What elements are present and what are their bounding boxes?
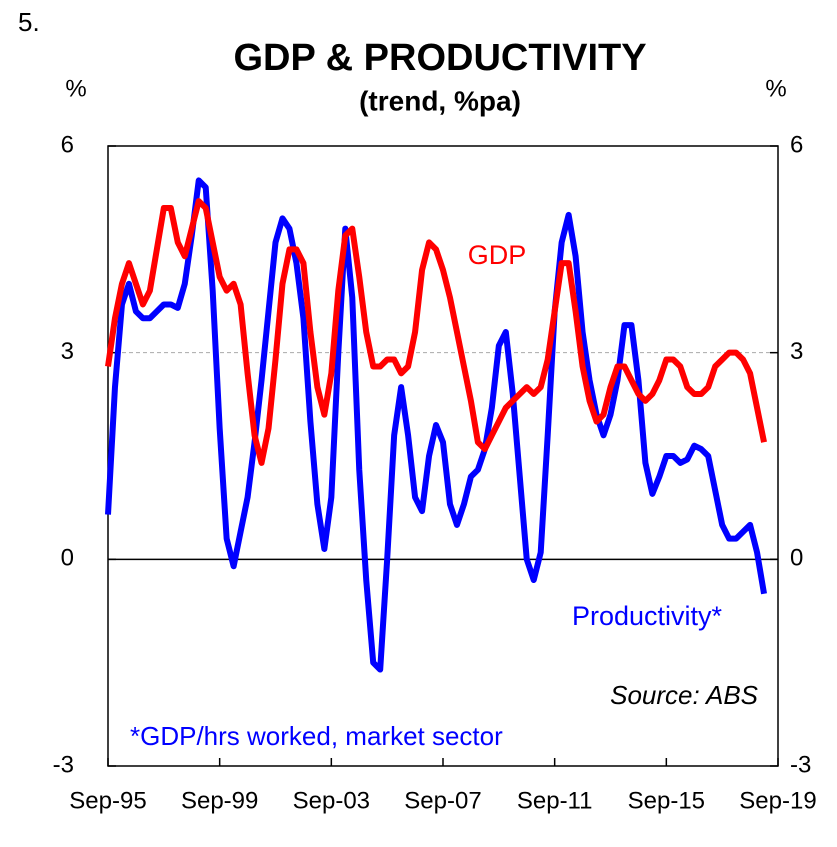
y-tick-label: 3 — [61, 338, 74, 365]
x-tick-label: Sep-11 — [517, 787, 593, 814]
y2-unit: % — [765, 75, 786, 102]
y2-tick-label: -3 — [790, 751, 811, 778]
annotation: Source: ABS — [610, 680, 759, 710]
chart-subtitle: (trend, %pa) — [359, 85, 521, 116]
x-tick-label: Sep-07 — [404, 787, 481, 814]
annotation: *GDP/hrs worked, market sector — [130, 721, 503, 751]
x-tick-label: Sep-99 — [181, 787, 258, 814]
y-unit: % — [65, 75, 86, 102]
series-line — [105, 177, 767, 673]
y-tick-label: -3 — [53, 751, 74, 778]
x-tick-label: Sep-03 — [293, 787, 370, 814]
y-tick-label: 6 — [61, 131, 74, 158]
x-tick-label: Sep-95 — [69, 787, 146, 814]
y2-tick-label: 6 — [790, 131, 803, 158]
x-tick-label: Sep-15 — [628, 787, 705, 814]
y2-tick-label: 0 — [790, 545, 803, 572]
y-tick-label: 0 — [61, 545, 74, 572]
series-label: Productivity* — [572, 601, 723, 631]
y2-tick-label: 3 — [790, 338, 803, 365]
figure-number: 5. — [18, 7, 40, 37]
series-line — [105, 198, 767, 466]
chart-title: GDP & PRODUCTIVITY — [233, 37, 646, 79]
series-label: GDP — [468, 240, 527, 270]
plot-frame — [107, 145, 779, 767]
x-tick-label: Sep-19 — [739, 787, 816, 814]
